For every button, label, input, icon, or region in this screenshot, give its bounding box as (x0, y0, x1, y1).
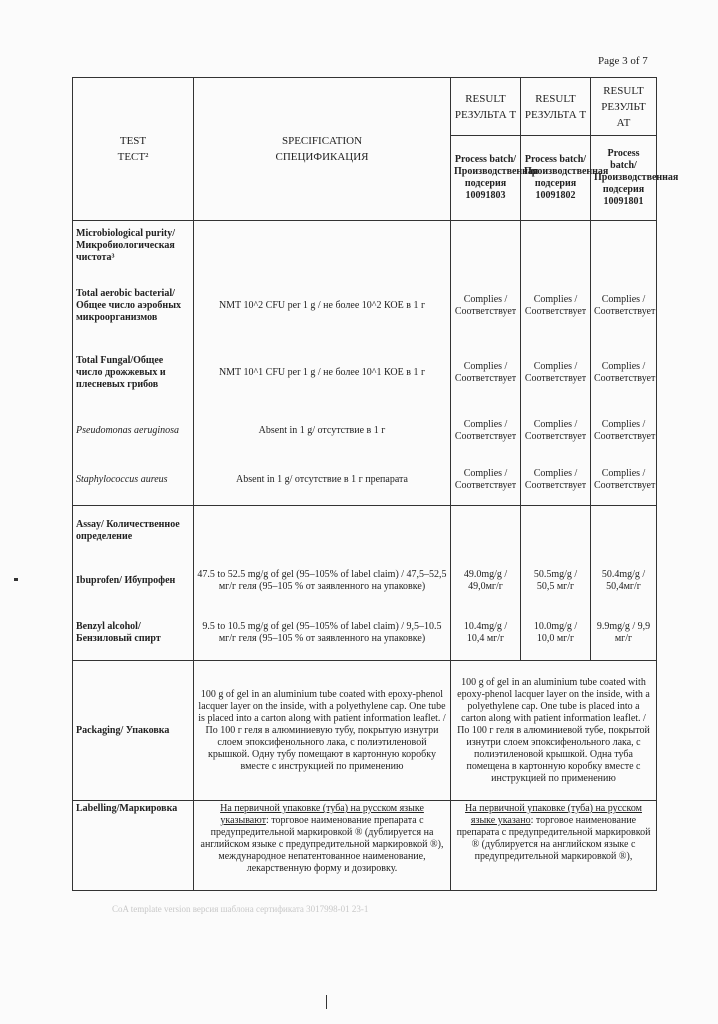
assay-title: Assay/ Количественное определение (72, 505, 194, 556)
test-name: Staphylococcus aureus (72, 455, 194, 506)
table-row: Pseudomonas aeruginosa Absent in 1 g/ от… (72, 405, 657, 456)
test-name: Labelling/Маркировка (72, 800, 194, 891)
result-label: RESULT (465, 92, 506, 105)
result-value: Complies / Соответствует (590, 405, 657, 456)
batch-row: Process batch/ Производственная подсерия… (73, 135, 678, 221)
table-row: Total Fungal/Общее число дрожжевых и пле… (72, 340, 657, 406)
test-name: Ibuprofen/ Ибупрофен (72, 555, 194, 606)
page-number: Page 3 of 7 (598, 55, 648, 67)
table-row: Benzyl alcohol/ Бензиловый спирт 9.5 to … (72, 605, 657, 661)
spec-underlined: На первичной упаковке (туба) на русском … (220, 803, 424, 826)
spec-value: 47.5 to 52.5 mg/g of gel (95–105% of lab… (193, 555, 451, 606)
test-label: TEST (119, 135, 147, 147)
spec-label-ru: СПЕЦИФИКАЦИЯ (275, 151, 369, 163)
test-name: Benzyl alcohol/ Бензиловый спирт (72, 605, 194, 661)
table-row: Total aerobic bacterial/ Общее число аэр… (72, 270, 657, 341)
scan-mark (326, 995, 327, 1009)
header-row: TEST ТЕСТ² SPECIFICATION СПЕЦИФИКАЦИЯ RESU… (72, 77, 657, 221)
test-name: Pseudomonas aeruginosa (72, 405, 194, 456)
test-header: TEST ТЕСТ² (72, 77, 194, 221)
result-label-ru: РЕЗУЛЬТА Т (524, 108, 587, 121)
result-value: 10.0mg/g / 10,0 мг/г (520, 605, 591, 661)
scan-mark (14, 578, 18, 581)
labelling-row: Labelling/Маркировка На первичной упаков… (72, 800, 657, 891)
result-label: RESULT (535, 92, 576, 105)
result-label: RESULT (603, 84, 644, 97)
result-header-1: RESULT РЕЗУЛЬТА Т (450, 77, 521, 136)
result-value: Complies / Соответствует (520, 270, 591, 341)
result-text: : торговое наименование препарата с пред… (456, 815, 651, 862)
table-row: Staphylococcus aureus Absent in 1 g/ отс… (72, 455, 657, 506)
result-value: Complies / Соответствует (520, 405, 591, 456)
result-value: Complies / Соответствует (590, 270, 657, 341)
result-value: 10.4mg/g / 10,4 мг/г (450, 605, 521, 661)
result-value: Complies / Соответствует (590, 340, 657, 406)
result-value: Complies / Соответствует (450, 455, 521, 506)
template-footer: CoA template version версия шаблона серт… (112, 904, 369, 914)
batch-1: Process batch/ Производственная подсерия… (450, 135, 538, 221)
result-value: 49.0mg/g / 49,0мг/г (450, 555, 521, 606)
result-value: Complies / Соответствует (590, 455, 657, 506)
micro-title: Microbiological purity/ Микробиологическ… (72, 220, 194, 271)
result-value: 9.9mg/g / 9,9 мг/г (590, 605, 657, 661)
result-value: 100 g of gel in an aluminium tube coated… (450, 660, 657, 801)
spec-text: : торговое наименование препарата с пред… (200, 815, 444, 874)
spec-value: NMT 10^2 CFU per 1 g / не более 10^2 КОЕ… (193, 270, 451, 341)
spec-value: Absent in 1 g/ отсутствие в 1 г препарат… (193, 455, 451, 506)
result-value: 50.4mg/g / 50,4мг/г (590, 555, 657, 606)
test-name: Packaging/ Упаковка (72, 660, 194, 801)
result-value: Complies / Соответствует (450, 405, 521, 456)
result-underlined: На первичной упаковке (туба) на русском … (465, 803, 642, 826)
spec-label: SPECIFICATION (281, 135, 363, 147)
assay-heading-row: Assay/ Количественное определение (72, 505, 657, 556)
micro-heading-row: Microbiological purity/ Микробиологическ… (72, 220, 657, 271)
spec-value: На первичной упаковке (туба) на русском … (193, 800, 451, 891)
result-header-2: RESULT РЕЗУЛЬТА Т (520, 77, 591, 136)
result-value: Complies / Соответствует (520, 455, 591, 506)
spec-value: Absent in 1 g/ отсутствие в 1 г (193, 405, 451, 456)
result-label-ru: РЕЗУЛЬТ АТ (601, 100, 646, 129)
result-label-ru: РЕЗУЛЬТА Т (454, 108, 517, 121)
spec-value: NMT 10^1 CFU per 1 g / не более 10^1 КОЕ… (193, 340, 451, 406)
packaging-row: Packaging/ Упаковка 100 g of gel in an a… (72, 660, 657, 801)
table-row: Ibuprofen/ Ибупрофен 47.5 to 52.5 mg/g o… (72, 555, 657, 606)
result-value: На первичной упаковке (туба) на русском … (450, 800, 657, 891)
result-value: 50.5mg/g / 50,5 мг/г (520, 555, 591, 606)
batch-2: Process batch/ Производственная подсерия… (520, 135, 608, 221)
test-name: Total Fungal/Общее число дрожжевых и пле… (72, 340, 194, 406)
spec-value: 9.5 to 10.5 mg/g of gel (95–105% of labe… (193, 605, 451, 661)
results-table: TEST ТЕСТ² SPECIFICATION СПЕЦИФИКАЦИЯ RESU… (72, 77, 678, 891)
spec-header: SPECIFICATION СПЕЦИФИКАЦИЯ (193, 77, 451, 221)
spec-value: 100 g of gel in an aluminium tube coated… (193, 660, 451, 801)
result-value: Complies / Соответствует (520, 340, 591, 406)
batch-3: Process batch/ Производственная подсерия… (590, 135, 678, 221)
result-value: Complies / Соответствует (450, 340, 521, 406)
test-name: Total aerobic bacterial/ Общее число аэр… (72, 270, 194, 341)
result-header-3: RESULT РЕЗУЛЬТ АТ (590, 77, 657, 136)
test-label-ru: ТЕСТ² (117, 151, 149, 163)
result-value: Complies / Соответствует (450, 270, 521, 341)
